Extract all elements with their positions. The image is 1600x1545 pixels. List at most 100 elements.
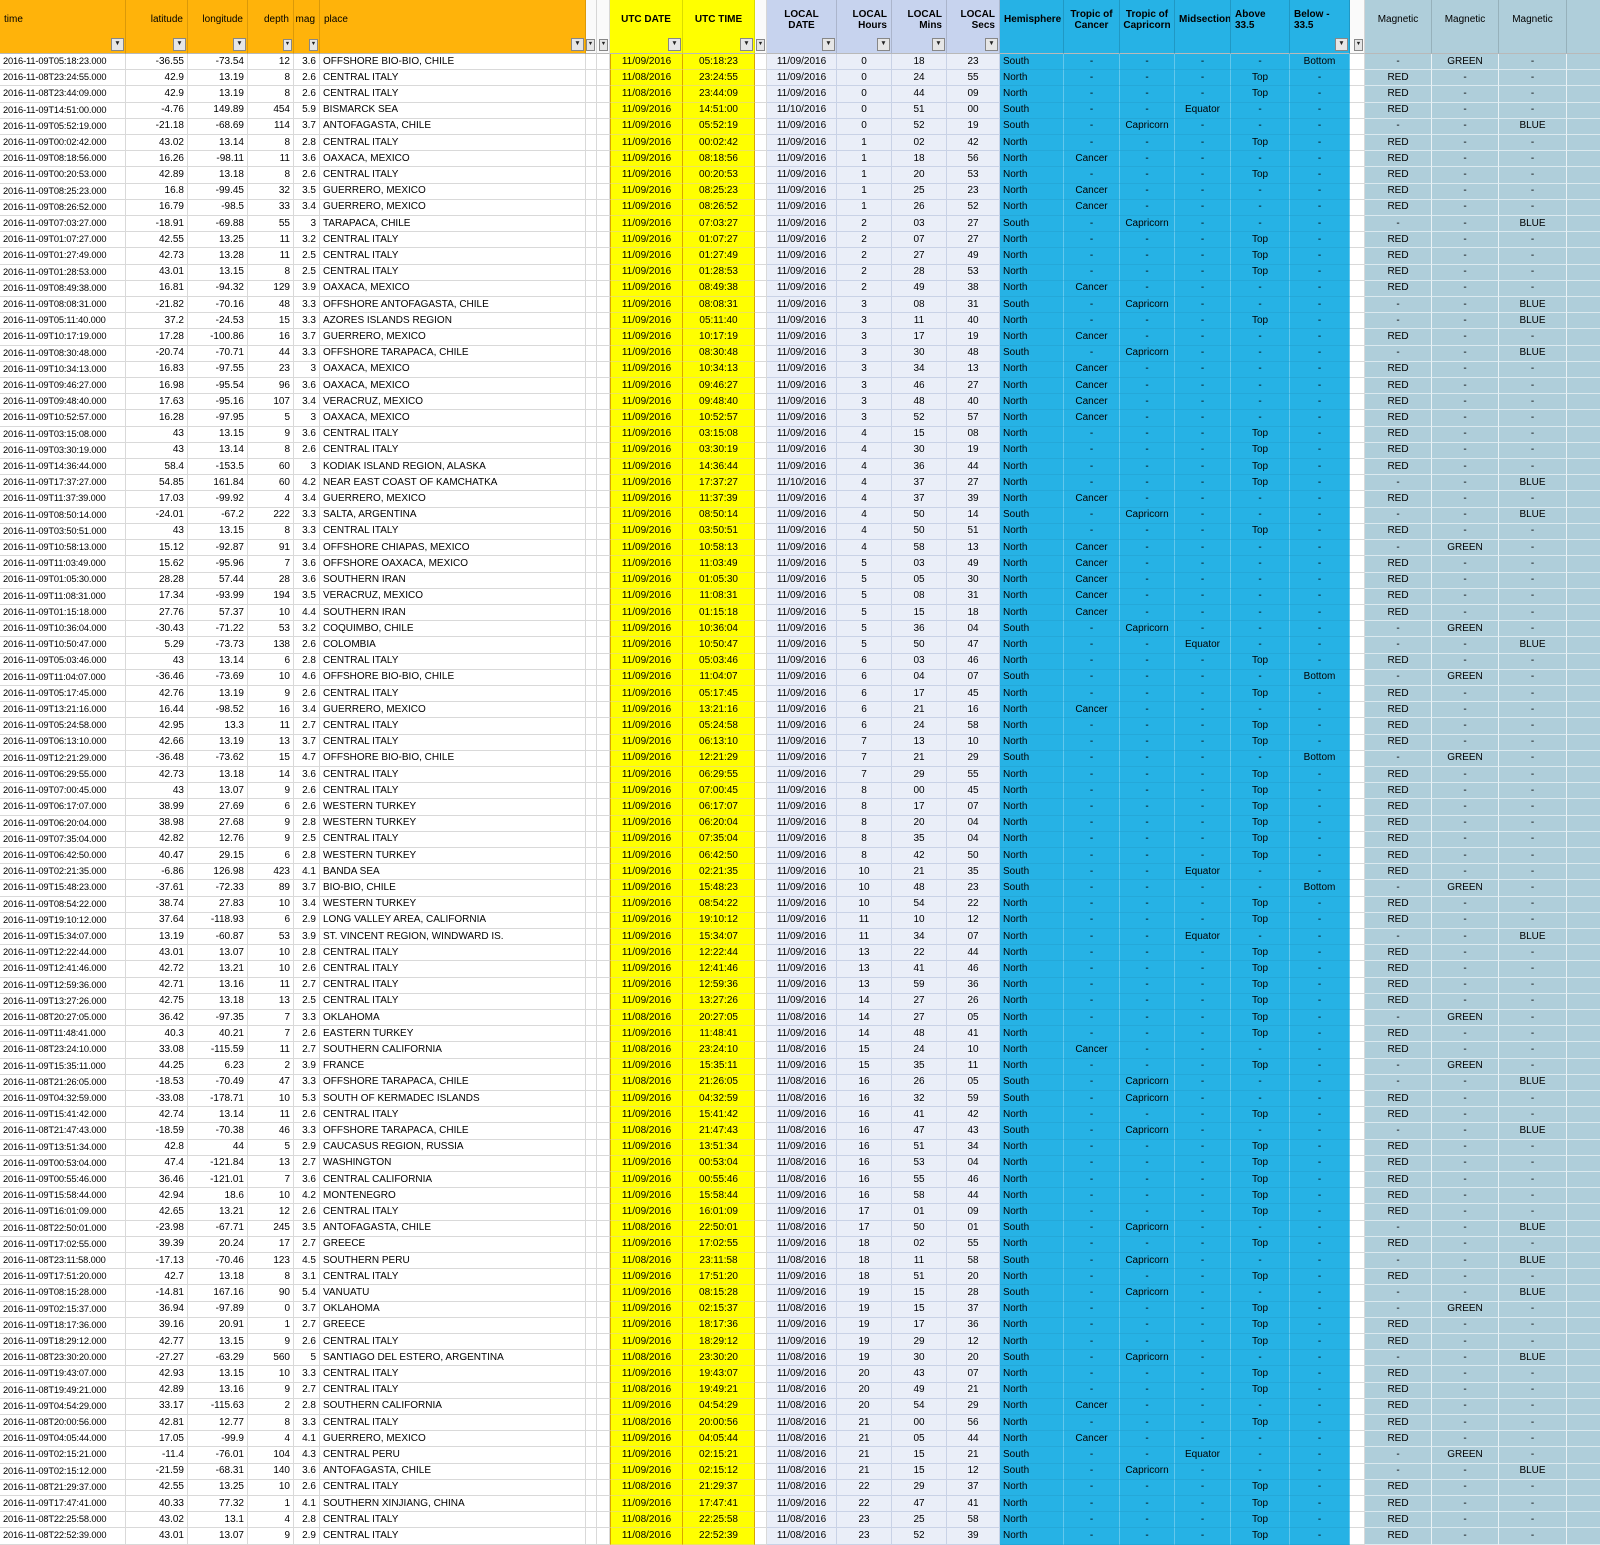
cell-local-secs[interactable]: 36	[947, 1317, 1000, 1335]
cell-tropic-of-cancer[interactable]: -	[1064, 928, 1120, 946]
cell-local-hours[interactable]: 21	[837, 1463, 892, 1480]
cell-magnitude[interactable]: 3.4	[294, 540, 320, 557]
cell-place[interactable]: OFFSHORE ANTOFAGASTA, CHILE	[320, 297, 586, 314]
cell-spacer[interactable]	[597, 1058, 610, 1075]
cell-depth[interactable]: 7	[248, 1026, 294, 1043]
cell-tropic-of-cancer[interactable]: -	[1064, 977, 1120, 994]
cell-midsection[interactable]: -	[1175, 750, 1231, 767]
cell-longitude[interactable]: 29.15	[188, 847, 248, 865]
cell-spacer[interactable]	[597, 394, 610, 411]
cell-utc-date[interactable]: 11/09/2016	[610, 766, 683, 784]
cell-local-date[interactable]: 11/09/2016	[767, 864, 837, 881]
cell-spacer[interactable]	[586, 475, 597, 492]
cell-local-hours[interactable]: 14	[837, 993, 892, 1010]
cell-magnitude[interactable]: 3.3	[294, 1009, 320, 1027]
cell-above-33-5[interactable]: -	[1231, 491, 1290, 508]
cell-utc-date[interactable]: 11/09/2016	[610, 1463, 683, 1480]
cell-tropic-of-capricorn[interactable]: -	[1120, 54, 1175, 71]
cell-spacer[interactable]	[1350, 621, 1365, 638]
cell-local-mins[interactable]: 17	[892, 799, 947, 816]
cell-magnetic-green[interactable]: -	[1432, 313, 1499, 330]
cell-time[interactable]: 2016-11-08T23:44:09.000	[0, 86, 126, 103]
cell-latitude[interactable]: -4.76	[126, 102, 188, 119]
cell-magnetic-blue[interactable]: -	[1499, 394, 1567, 411]
cell-magnetic-red[interactable]: -	[1365, 1463, 1432, 1480]
cell-magnetic-green[interactable]: -	[1432, 1026, 1499, 1043]
cell-latitude[interactable]: 36.46	[126, 1172, 188, 1189]
cell-longitude[interactable]: -70.16	[188, 297, 248, 314]
cell-utc-time[interactable]: 19:43:07	[683, 1366, 755, 1383]
cell-hemisphere[interactable]: South	[1000, 1350, 1064, 1367]
cell-spacer[interactable]	[755, 361, 767, 379]
cell-longitude[interactable]: -115.59	[188, 1042, 248, 1059]
cell-magnitude[interactable]: 2.7	[294, 1155, 320, 1173]
cell-time[interactable]: 2016-11-08T20:00:56.000	[0, 1415, 126, 1432]
cell-spacer[interactable]	[1350, 993, 1365, 1010]
cell-magnetic-green[interactable]: -	[1432, 1253, 1499, 1270]
cell-local-date[interactable]: 11/08/2016	[767, 1253, 837, 1270]
cell-tropic-of-capricorn[interactable]: -	[1120, 280, 1175, 298]
column-header-local-mins[interactable]: LOCAL Mins ▼	[892, 0, 947, 54]
cell-magnetic-green[interactable]: -	[1432, 1528, 1499, 1545]
cell-local-secs[interactable]: 37	[947, 1301, 1000, 1318]
cell-spacer[interactable]	[1350, 491, 1365, 508]
cell-utc-time[interactable]: 06:17:07	[683, 799, 755, 816]
cell-tropic-of-cancer[interactable]: -	[1064, 621, 1120, 638]
cell-spacer[interactable]	[755, 491, 767, 508]
cell-tropic-of-capricorn[interactable]: -	[1120, 945, 1175, 962]
cell-below-33-5[interactable]: -	[1290, 135, 1350, 152]
cell-spacer[interactable]	[1567, 1447, 1600, 1464]
cell-spacer[interactable]	[1350, 394, 1365, 411]
cell-local-secs[interactable]: 27	[947, 475, 1000, 492]
cell-latitude[interactable]: -20.74	[126, 345, 188, 362]
cell-latitude[interactable]: 42.94	[126, 1188, 188, 1205]
cell-above-33-5[interactable]: Top	[1231, 1479, 1290, 1497]
cell-tropic-of-capricorn[interactable]: -	[1120, 1058, 1175, 1075]
cell-spacer[interactable]	[586, 1382, 597, 1399]
cell-place[interactable]: GREECE	[320, 1317, 586, 1335]
cell-latitude[interactable]: 42.71	[126, 977, 188, 994]
cell-local-hours[interactable]: 2	[837, 232, 892, 249]
cell-place[interactable]: WESTERN TURKEY	[320, 896, 586, 913]
cell-spacer[interactable]	[597, 70, 610, 87]
cell-utc-date[interactable]: 11/09/2016	[610, 653, 683, 670]
cell-spacer[interactable]	[1350, 1074, 1365, 1091]
cell-local-secs[interactable]: 13	[947, 540, 1000, 557]
cell-utc-time[interactable]: 08:26:52	[683, 199, 755, 217]
cell-local-secs[interactable]: 27	[947, 232, 1000, 249]
cell-magnitude[interactable]: 4.5	[294, 1253, 320, 1270]
cell-local-secs[interactable]: 44	[947, 945, 1000, 962]
cell-magnetic-blue[interactable]: -	[1499, 1528, 1567, 1545]
cell-below-33-5[interactable]: -	[1290, 1091, 1350, 1108]
cell-spacer[interactable]	[1567, 361, 1600, 379]
cell-hemisphere[interactable]: North	[1000, 264, 1064, 281]
column-header-magnetic-blue[interactable]: Magnetic	[1499, 0, 1567, 54]
cell-local-hours[interactable]: 15	[837, 1058, 892, 1075]
cell-magnitude[interactable]: 2.9	[294, 1139, 320, 1156]
cell-spacer[interactable]	[755, 345, 767, 362]
cell-local-secs[interactable]: 58	[947, 718, 1000, 735]
cell-spacer[interactable]	[1567, 637, 1600, 654]
cell-tropic-of-cancer[interactable]: -	[1064, 637, 1120, 654]
cell-depth[interactable]: 423	[248, 864, 294, 881]
cell-above-33-5[interactable]: -	[1231, 216, 1290, 233]
cell-hemisphere[interactable]: North	[1000, 167, 1064, 184]
cell-above-33-5[interactable]: Top	[1231, 912, 1290, 929]
cell-utc-time[interactable]: 08:15:28	[683, 1285, 755, 1302]
cell-local-date[interactable]: 11/08/2016	[767, 1463, 837, 1480]
cell-local-mins[interactable]: 41	[892, 961, 947, 978]
cell-magnitude[interactable]: 3.2	[294, 621, 320, 638]
cell-magnetic-red[interactable]: -	[1365, 540, 1432, 557]
cell-place[interactable]: AZORES ISLANDS REGION	[320, 313, 586, 330]
cell-latitude[interactable]: 43.02	[126, 1512, 188, 1529]
cell-below-33-5[interactable]: -	[1290, 604, 1350, 622]
cell-spacer[interactable]	[597, 199, 610, 217]
cell-magnetic-green[interactable]: -	[1432, 702, 1499, 719]
cell-midsection[interactable]: -	[1175, 961, 1231, 978]
cell-below-33-5[interactable]: -	[1290, 167, 1350, 184]
cell-spacer[interactable]	[597, 102, 610, 119]
cell-spacer[interactable]	[1567, 572, 1600, 589]
cell-spacer[interactable]	[1350, 977, 1365, 994]
cell-time[interactable]: 2016-11-09T00:20:53.000	[0, 167, 126, 184]
cell-magnetic-green[interactable]: -	[1432, 588, 1499, 605]
